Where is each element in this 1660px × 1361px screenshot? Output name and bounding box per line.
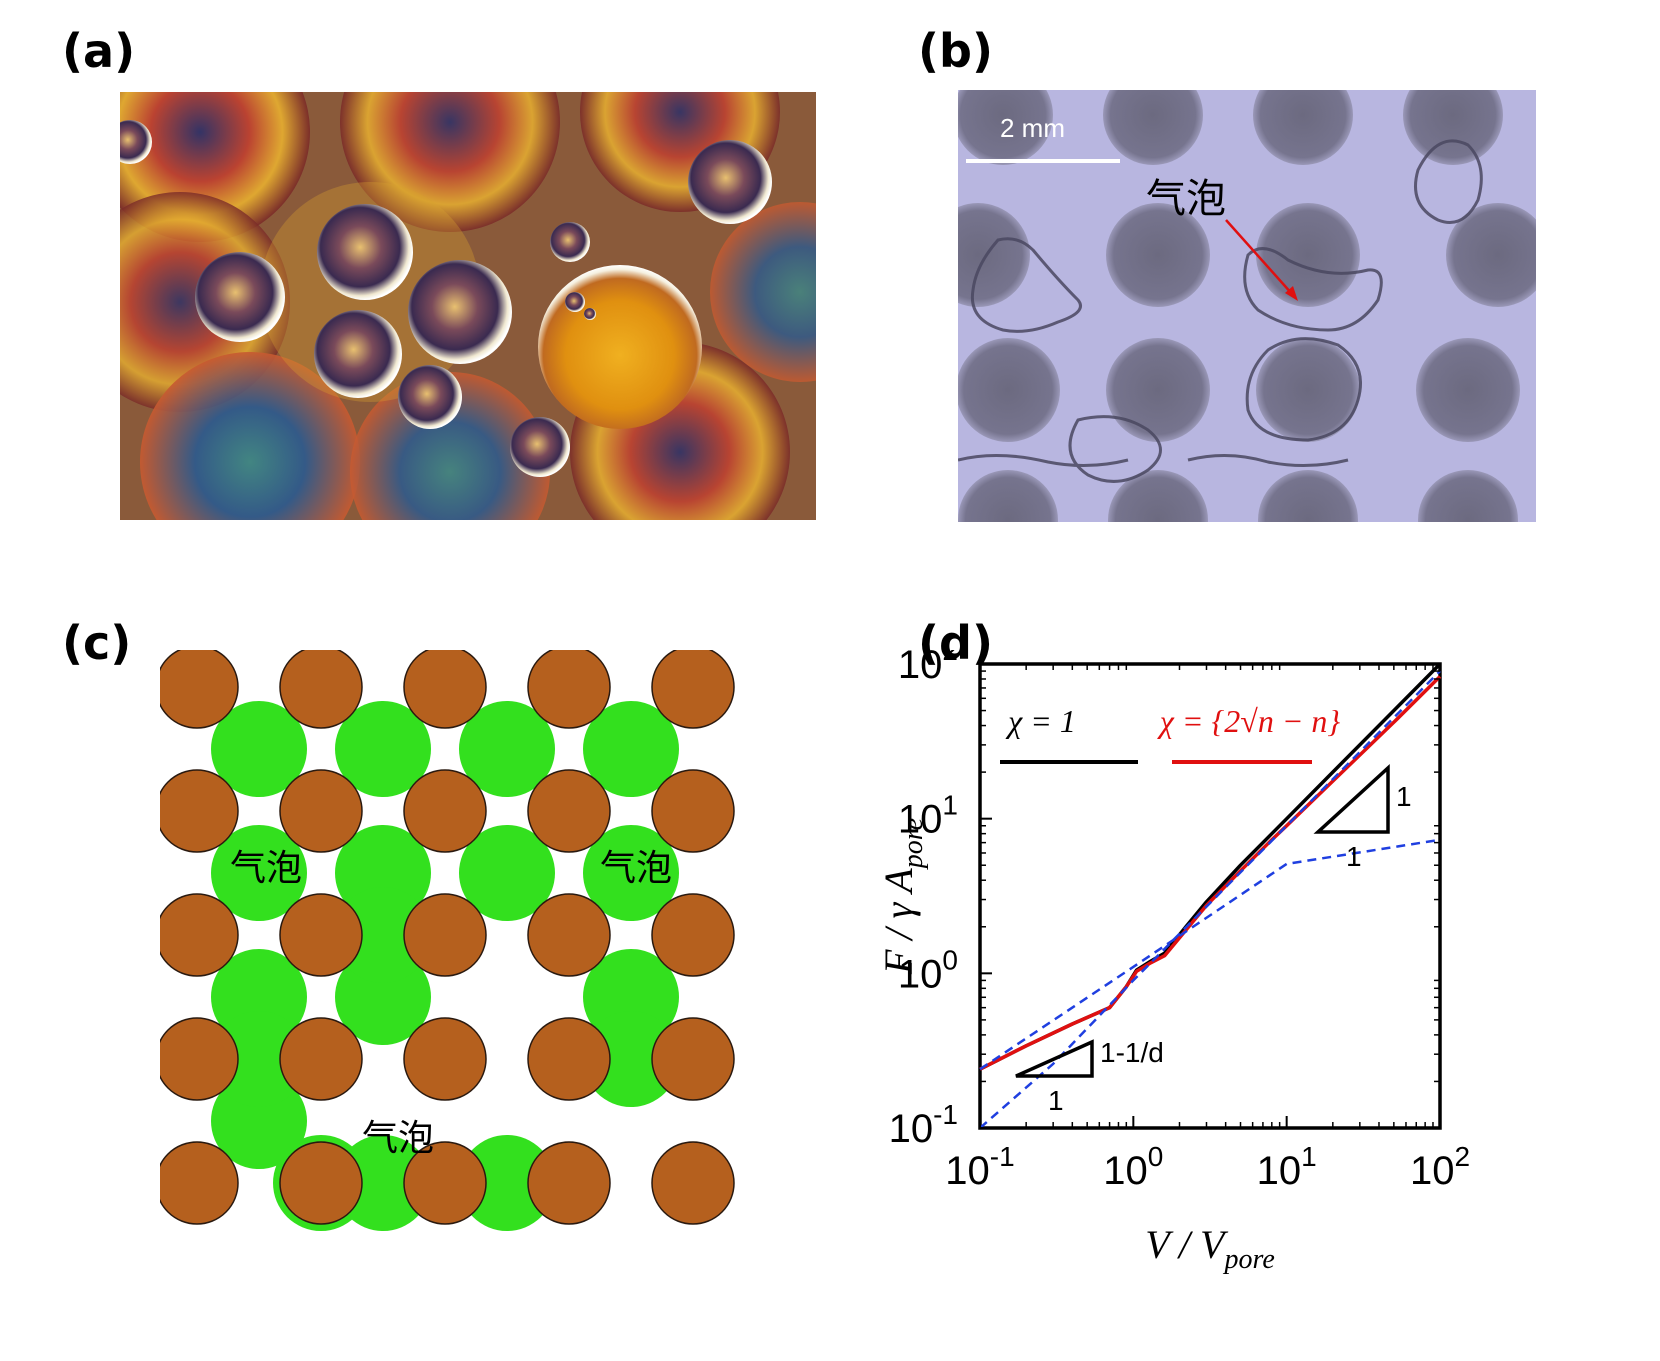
bubble-blob — [583, 1011, 679, 1107]
bubble-blob — [335, 887, 431, 983]
grain — [403, 769, 487, 853]
series-line-3 — [979, 670, 1441, 1129]
legend-entry-label: χ = {2√n − n} — [1157, 703, 1341, 739]
grain — [279, 650, 363, 729]
y-tick-label: 10-1 — [889, 1099, 958, 1151]
x-tick-label: 100 — [1103, 1141, 1163, 1193]
bubble-label-right: 气泡 — [600, 847, 672, 888]
series-line-2 — [979, 838, 1441, 1071]
slope-rise-label: 1 — [1396, 781, 1412, 812]
panel-d-label: (d) — [918, 616, 993, 670]
bubble-label-bottom: 气泡 — [362, 1117, 434, 1158]
grain — [527, 893, 611, 977]
bubble-blob — [211, 701, 307, 797]
x-tick-label: 10-1 — [945, 1141, 1014, 1193]
bubble-blob — [583, 701, 679, 797]
grain — [160, 893, 239, 977]
grain — [651, 650, 735, 729]
grain — [403, 650, 487, 729]
bubble-blob — [211, 1011, 307, 1107]
pore-schematic: 气泡 气泡 气泡 — [160, 650, 735, 1231]
y-tick-label: 102 — [898, 650, 958, 687]
panel-b-label: (b) — [918, 24, 993, 78]
x-axis-label: V / Vpore — [1145, 1222, 1275, 1275]
bubble-photo — [120, 92, 816, 520]
slope-annotations: 1 1 1-1/d 1 — [1015, 764, 1412, 1116]
slope-run-label: 1 — [1346, 841, 1362, 872]
micrograph: 2 mm 气泡 — [958, 90, 1536, 522]
grain — [403, 1017, 487, 1101]
panel-a-label: (a) — [62, 24, 136, 78]
grain — [527, 1141, 611, 1225]
grain — [527, 1017, 611, 1101]
annotation-arrow — [1225, 219, 1294, 296]
chart-series — [979, 662, 1442, 1129]
bubble-regions — [211, 701, 679, 1231]
panel-c-label: (c) — [62, 616, 132, 670]
grain — [527, 769, 611, 853]
grain — [160, 650, 239, 729]
bubble-blob — [459, 825, 555, 921]
y-tick-label: 100 — [898, 944, 958, 996]
bubble-blob — [459, 1135, 555, 1231]
grain — [279, 893, 363, 977]
slope-rise-label: 1-1/d — [1100, 1037, 1164, 1068]
bubble-blob — [583, 825, 679, 921]
legend-entry-label: χ = 1 — [1005, 703, 1076, 739]
grain — [651, 769, 735, 853]
bubble-annotation: 气泡 — [1146, 177, 1226, 221]
series-line-1 — [979, 675, 1442, 1071]
grain — [403, 1141, 487, 1225]
x-tick-label: 102 — [1410, 1141, 1470, 1193]
arrowhead-icon — [1285, 286, 1298, 301]
slope-triangle — [1015, 1039, 1094, 1078]
x-tick-label: 101 — [1257, 1141, 1317, 1193]
grain — [651, 1141, 735, 1225]
grain — [279, 1141, 363, 1225]
grain — [403, 893, 487, 977]
grain — [160, 1141, 239, 1225]
grain — [160, 769, 239, 853]
grain-grid — [160, 650, 735, 1225]
scale-bar-label: 2 mm — [1000, 113, 1065, 143]
bubble-blob — [335, 701, 431, 797]
grain — [160, 1017, 239, 1101]
grain — [527, 650, 611, 729]
grain — [651, 893, 735, 977]
bubble-blob — [211, 825, 307, 921]
grain — [279, 769, 363, 853]
slope-triangle — [1313, 764, 1390, 834]
grain — [279, 1017, 363, 1101]
bubble-blob — [459, 701, 555, 797]
chart-legend: χ = 1 χ = {2√n − n} — [1000, 703, 1341, 764]
grain — [651, 1017, 735, 1101]
slope-run-label: 1 — [1048, 1085, 1064, 1116]
bubble-label-left: 气泡 — [230, 847, 302, 888]
